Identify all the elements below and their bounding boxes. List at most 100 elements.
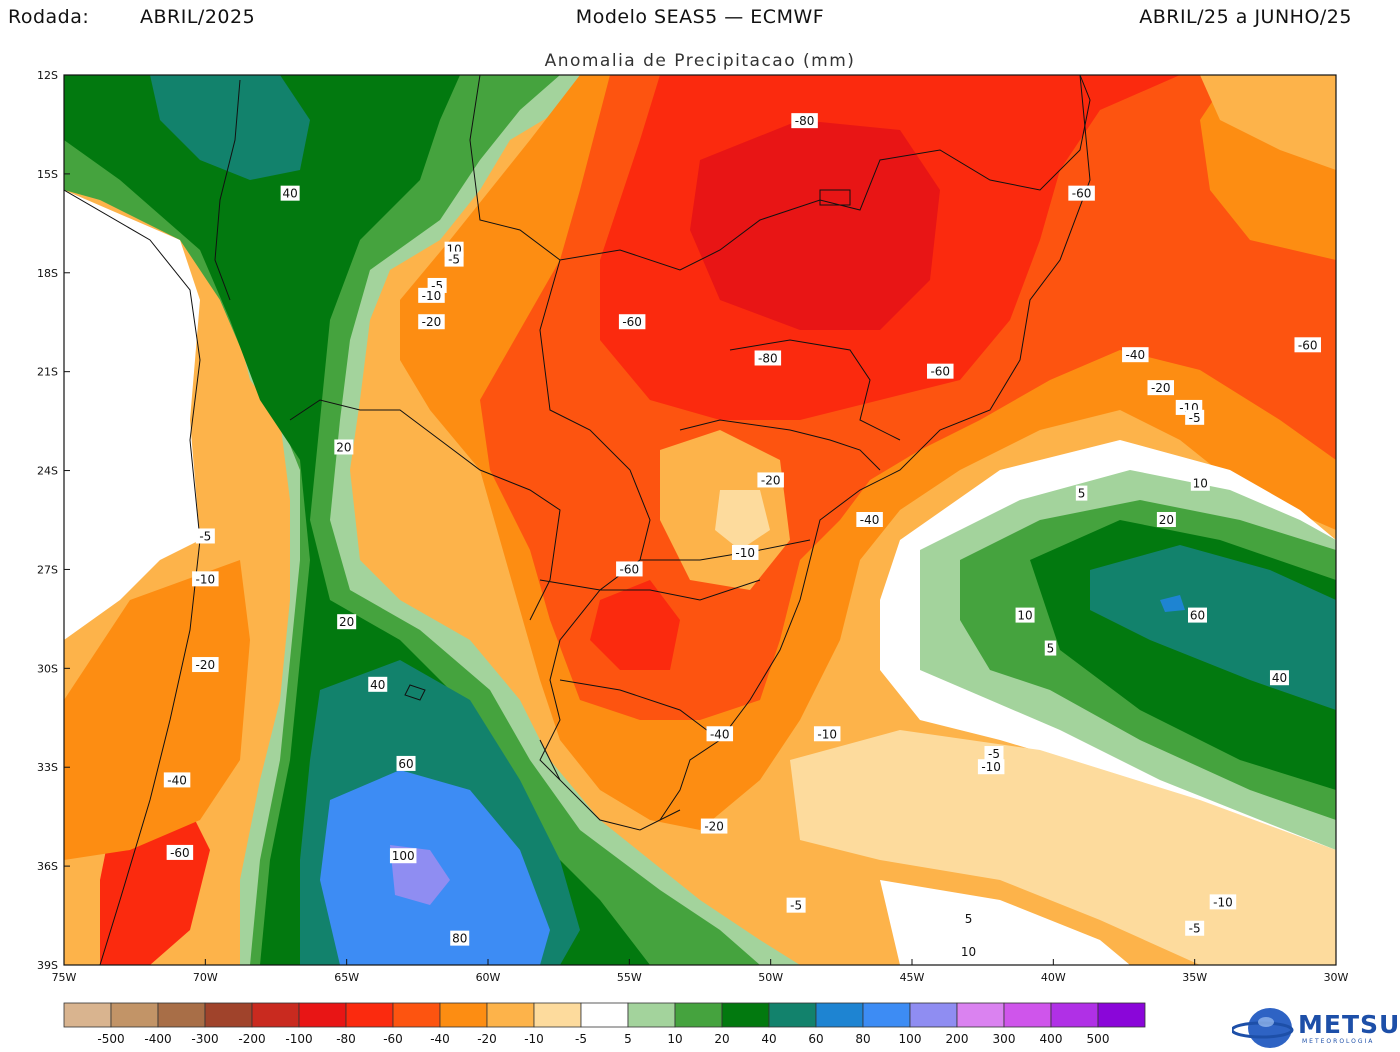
contour-label: 20 (336, 440, 351, 454)
contour-label: -5 (1189, 411, 1201, 425)
contour-label-bg (1209, 894, 1237, 910)
colorbar-label: 500 (1087, 1032, 1110, 1046)
lon-tick-label: 50W (758, 971, 783, 984)
contour-label-bg (1068, 185, 1095, 201)
contour-label-bg (700, 818, 728, 834)
contour-label: -40 (860, 513, 880, 527)
axis-ticks: 75W 70W 65W 60W 55W 50W 45W 40W 35W 30W 12S 15S 18S 2… (37, 69, 1349, 984)
contour-label-bg (1015, 607, 1035, 623)
contour-label-bg (1122, 347, 1149, 363)
contour-label: -20 (422, 315, 442, 329)
contour-label: -60 (170, 846, 190, 860)
lat-tick-label: 39S (37, 959, 58, 972)
contour-label-bg (1294, 337, 1321, 353)
logo-subtext: METEOROLOGIA (1302, 1038, 1375, 1045)
colorbar-label: 200 (946, 1032, 969, 1046)
contour-label: 10 (1017, 609, 1032, 623)
colorbar-label: 80 (855, 1032, 870, 1046)
lat-tick-label: 36S (37, 860, 58, 873)
colorbar-swatch (157, 1002, 206, 1028)
contour-label: 10 (961, 945, 976, 959)
contour-label: -40 (710, 727, 730, 741)
contour-label-bg (450, 930, 470, 946)
field-ne-neg-20 (1200, 75, 1336, 170)
field-neg-5-pocket (715, 490, 770, 550)
colorbar-label: -10 (524, 1032, 544, 1046)
lon-tick-label: 40W (1041, 971, 1066, 984)
contour-label: 5 (1047, 642, 1055, 656)
colorbar-swatch (533, 1002, 582, 1028)
globe-icon (1232, 1008, 1294, 1048)
colorbar-swatch (251, 1002, 300, 1028)
rio-plata-coast (539, 739, 681, 831)
field-atlantic-40 (1090, 545, 1336, 710)
colorbar-swatch (580, 1002, 629, 1028)
contour-label: 20 (1159, 513, 1174, 527)
colorbar-swatch (486, 1002, 535, 1028)
contour-label-bg (192, 657, 219, 673)
colorbar-swatch (909, 1002, 958, 1028)
contour-label: -5 (1189, 922, 1201, 936)
contour-label-bg (389, 848, 417, 864)
contour-label-bg (977, 759, 1005, 775)
contour-label: -5 (199, 529, 211, 543)
contour-label-bg (757, 472, 784, 488)
logo-text: METSUL (1298, 1010, 1400, 1039)
contour-label: 5 (1078, 487, 1086, 501)
contour-label: -10 (196, 572, 216, 586)
colorbar-swatch (768, 1002, 817, 1028)
contour-label: -10 (981, 760, 1001, 774)
colorbar-swatch (1003, 1002, 1052, 1028)
run-date: ABRIL/2025 (140, 6, 256, 28)
colorbar-label: -500 (97, 1032, 124, 1046)
colorbar-label: -400 (144, 1032, 171, 1046)
contour-label: -40 (1126, 348, 1146, 362)
contour-label: -80 (795, 114, 815, 128)
contour-label-bg (927, 363, 954, 379)
contour-label: 60 (1190, 609, 1205, 623)
colorbar-label: -5 (575, 1032, 587, 1046)
brazil-central-border (469, 75, 1091, 271)
bolivia-border (289, 399, 561, 621)
contour-label: 40 (1272, 671, 1287, 685)
contour-label: -10 (735, 546, 755, 560)
field-neg-20-chile (64, 560, 250, 860)
contour-label: -20 (1151, 381, 1171, 395)
colorbar-swatch (721, 1002, 770, 1028)
contour-label-bg (1044, 640, 1057, 656)
contour-label: 100 (392, 849, 415, 863)
uruguay-border (559, 679, 721, 741)
colorbar-swatch (63, 1002, 112, 1028)
contour-label-bg (334, 439, 354, 455)
contour-label: 20 (339, 615, 354, 629)
contour-label-bg (754, 350, 782, 366)
contour-label: -60 (1298, 338, 1318, 352)
contour-label-bg (166, 844, 194, 860)
contour-label-bg (1190, 475, 1210, 491)
peru-border (214, 79, 241, 301)
colorbar-swatch (392, 1002, 441, 1028)
contour-label-bg (786, 897, 806, 913)
colorbar-label: -80 (336, 1032, 356, 1046)
state-border-sc (640, 539, 811, 561)
contour-label: -60 (620, 562, 640, 576)
lon-tick-label: 30W (1324, 971, 1349, 984)
contour-label-bg (1147, 380, 1174, 396)
colorbar-label: 20 (714, 1032, 729, 1046)
lon-tick-label: 60W (476, 971, 501, 984)
lon-tick-label: 35W (1182, 971, 1207, 984)
lat-tick-label: 15S (37, 168, 58, 181)
colorbar-swatch (815, 1002, 864, 1028)
colorbar-label: 40 (761, 1032, 776, 1046)
colorbar-swatch (956, 1002, 1005, 1028)
island-outline (404, 684, 426, 701)
colorbar-label: 100 (899, 1032, 922, 1046)
contour-label: -5 (431, 279, 443, 293)
contour-label-bg (1185, 409, 1205, 425)
field-atlantic-60 (1160, 595, 1185, 612)
contour-label-bg (731, 544, 759, 560)
contour-label-bg (368, 676, 388, 692)
lat-tick-label: 21S (37, 366, 58, 379)
contour-label-bg (195, 528, 215, 544)
colorbar-swatch (439, 1002, 488, 1028)
